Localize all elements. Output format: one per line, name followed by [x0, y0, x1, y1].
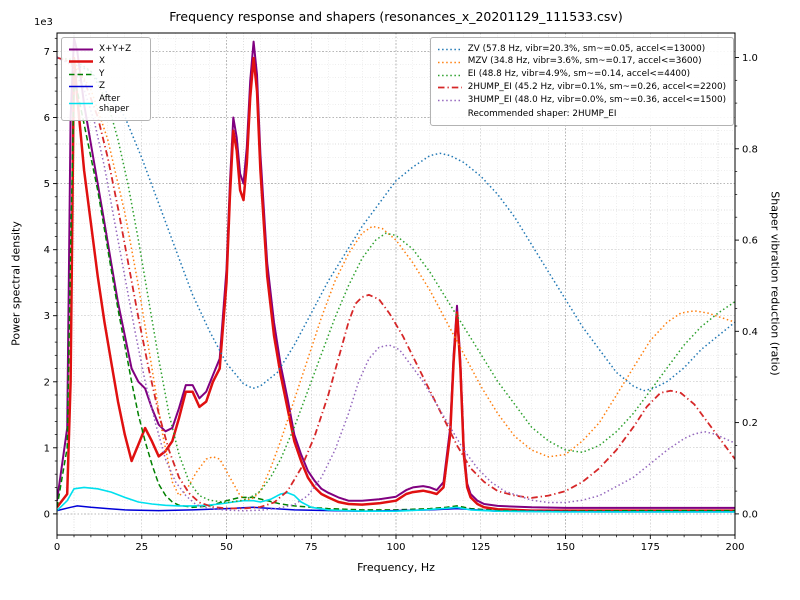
legend-item-z: Z: [68, 81, 143, 92]
legend-item-x: X: [68, 56, 143, 67]
legend-shapers: ZV (57.8 Hz, vibr=20.3%, sm~=0.05, accel…: [429, 37, 734, 127]
svg-text:0.2: 0.2: [742, 418, 758, 429]
legend-item-ei: EI (48.8 Hz, vibr=4.9%, sm~=0.14, accel<…: [437, 69, 726, 80]
svg-text:125: 125: [471, 542, 490, 553]
legend-label: MZV (34.8 Hz, vibr=3.6%, sm~=0.17, accel…: [467, 56, 702, 67]
recommended-shaper-note: Recommended shaper: 2HUMP_EI: [467, 108, 617, 119]
svg-text:1.0: 1.0: [742, 53, 758, 64]
x-axis-label: Frequency, Hz: [357, 561, 435, 574]
svg-text:200: 200: [725, 542, 744, 553]
svg-text:5: 5: [44, 179, 50, 190]
zv-line-sample: [437, 48, 462, 50]
legend-label: 3HUMP_EI (48.0 Hz, vibr=0.0%, sm~=0.36, …: [467, 95, 726, 106]
legend-psd: X+Y+Z X Y Z After shaper: [61, 37, 151, 122]
legend-label: 2HUMP_EI (45.2 Hz, vibr=0.1%, sm~=0.26, …: [467, 82, 726, 93]
svg-text:3: 3: [44, 311, 50, 322]
curves: [57, 37, 735, 513]
after-shaper-line-sample: [69, 102, 93, 105]
svg-text:50: 50: [220, 542, 233, 553]
legend-label: Z: [99, 81, 106, 92]
major-grid: [56, 33, 736, 535]
svg-text:0: 0: [44, 509, 50, 520]
left-axis-offset-label: 1e3: [34, 17, 53, 28]
legend-label: EI (48.8 Hz, vibr=4.9%, sm~=0.14, accel<…: [467, 69, 691, 80]
xyz-line-sample: [69, 48, 93, 50]
legend-item-xyz: X+Y+Z: [68, 44, 143, 55]
curve-zv: [57, 56, 735, 392]
svg-text:175: 175: [641, 542, 660, 553]
z-line-sample: [69, 85, 93, 88]
svg-text:1: 1: [44, 443, 50, 454]
legend-item-2hump-ei: 2HUMP_EI (45.2 Hz, vibr=0.1%, sm~=0.26, …: [437, 82, 726, 93]
svg-text:0: 0: [54, 542, 60, 553]
svg-text:4: 4: [44, 245, 50, 256]
curve-after-shaper: [57, 486, 735, 513]
legend-item-mzv: MZV (34.8 Hz, vibr=3.6%, sm~=0.17, accel…: [437, 56, 726, 67]
axis-ticks: 0 25 50 75 100 125 150 175 200 0 1 2 3 4 5 6 7 0.0 0.2 0.4 0…: [44, 37, 758, 553]
curve-x: [57, 56, 735, 512]
svg-text:150: 150: [556, 542, 575, 553]
legend-item-zv: ZV (57.8 Hz, vibr=20.3%, sm~=0.05, accel…: [437, 44, 726, 55]
right-axis-label: Shaper vibration reduction (ratio): [768, 191, 782, 376]
legend-label: Y: [99, 68, 105, 79]
chart-title: Frequency response and shapers (resonanc…: [169, 9, 623, 24]
ei-line-sample: [437, 74, 462, 76]
svg-text:0.0: 0.0: [742, 509, 758, 520]
legend-item-after-shaper: After shaper: [68, 94, 143, 114]
legend-label: ZV (57.8 Hz, vibr=20.3%, sm~=0.05, accel…: [467, 43, 706, 54]
legend-item-3hump-ei: 3HUMP_EI (48.0 Hz, vibr=0.0%, sm~=0.36, …: [437, 95, 726, 106]
left-axis-label: Power spectral density: [9, 221, 23, 346]
svg-text:100: 100: [386, 542, 405, 553]
mzv-line-sample: [437, 61, 462, 63]
svg-text:0.6: 0.6: [742, 236, 758, 247]
svg-text:7: 7: [44, 47, 50, 58]
curve-ei: [57, 56, 735, 504]
svg-text:25: 25: [135, 542, 148, 553]
svg-text:75: 75: [305, 542, 318, 553]
legend-label: X: [99, 56, 106, 67]
x-line-sample: [69, 60, 93, 63]
legend-label: X+Y+Z: [99, 43, 132, 54]
svg-text:2: 2: [44, 377, 50, 388]
svg-text:6: 6: [44, 113, 50, 124]
svg-text:0.8: 0.8: [742, 144, 758, 155]
3hump-ei-line-sample: [437, 100, 462, 102]
y-line-sample: [69, 73, 93, 75]
legend-item-y: Y: [68, 69, 143, 80]
legend-label: After shaper: [99, 93, 130, 114]
svg-text:0.4: 0.4: [742, 327, 758, 338]
2hump-ei-line-sample: [437, 87, 462, 89]
